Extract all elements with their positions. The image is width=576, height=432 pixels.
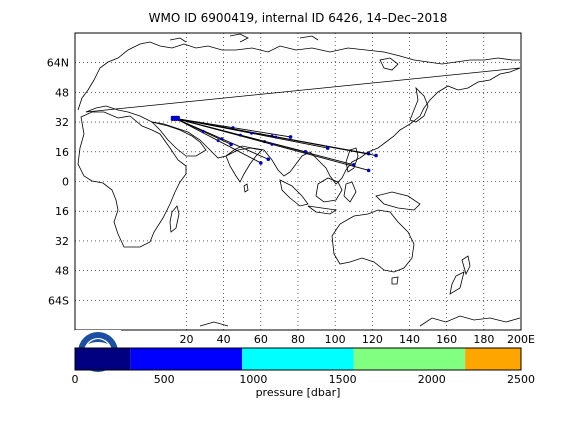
- lat-tick-label: 16: [55, 146, 69, 159]
- colorbar-tick-label: 500: [154, 373, 175, 386]
- trajectory-point: [374, 153, 378, 158]
- lat-tick-label: 64S: [48, 294, 69, 307]
- lon-tick-label: 60: [254, 333, 268, 346]
- trajectory-point: [325, 146, 330, 150]
- colorbar-segment: [465, 348, 521, 370]
- trajectory-midpoint: [270, 142, 274, 146]
- coastline-tasmania: [391, 276, 399, 285]
- trajectory-midpoint: [250, 131, 254, 135]
- lon-tick-label: 40: [217, 333, 231, 346]
- coastline-antarctica: [199, 315, 521, 327]
- colorbar-segment: [353, 348, 466, 370]
- colorbar-tick-label: 0: [72, 373, 79, 386]
- lon-tick-label: 100: [325, 333, 346, 346]
- lon-tick-label: 160: [436, 333, 457, 346]
- colorbar-tick-label: 1500: [329, 373, 357, 386]
- coastline-sumatra: [279, 179, 309, 207]
- coastline-newzealand: [449, 255, 471, 295]
- lat-tick-label: 16: [55, 205, 69, 218]
- trajectory-point: [266, 157, 271, 162]
- lat-tick-label: 48: [55, 265, 69, 278]
- map-grid: [75, 33, 522, 330]
- coastline-arctic-islands: [169, 33, 399, 71]
- coastline-arabia: [150, 121, 207, 157]
- colorbar-label: pressure [dbar]: [256, 386, 341, 399]
- lat-tick-label: 0: [62, 176, 69, 189]
- colorbar-segment: [242, 348, 354, 370]
- lat-tick-label: 48: [55, 86, 69, 99]
- colorbar-segment: [130, 348, 243, 370]
- noaa-logo-bird: [88, 339, 108, 344]
- coastline-philippines: [345, 147, 359, 173]
- trajectory-origin-point: [176, 117, 180, 121]
- float-trajectory: [170, 115, 378, 173]
- coastline-africa: [77, 111, 187, 248]
- lon-tick-label: 140: [399, 333, 420, 346]
- trajectory-midpoint: [201, 129, 205, 133]
- coastline-java: [307, 205, 338, 215]
- trajectory-point: [366, 168, 371, 173]
- colorbar-frame: [74, 347, 522, 371]
- colorbar-tick-label: 2500: [507, 373, 535, 386]
- lat-tick-label: 64N: [47, 57, 69, 70]
- pressure-colorbar: 0 500 1000 1500 2000 2500: [72, 347, 535, 386]
- colorbar-segment: [75, 348, 131, 370]
- lon-tick-label: 200E: [507, 333, 535, 346]
- coastline-japan: [409, 86, 429, 123]
- lon-tick-label: 20: [180, 333, 194, 346]
- coastline-madagascar: [169, 205, 180, 233]
- lon-tick-label: 120: [362, 333, 383, 346]
- coastline-borneo: [315, 177, 343, 203]
- coastline-srilanka: [243, 183, 249, 193]
- trajectory-point: [288, 135, 293, 139]
- trajectory-point: [259, 161, 263, 165]
- figure-title: WMO ID 6900419, internal ID 6426, 14–Dec…: [149, 11, 448, 25]
- coastline-sulawesi: [343, 181, 357, 203]
- lat-tick-label: 32: [55, 235, 69, 248]
- lon-tick-label: 80: [291, 333, 305, 346]
- coastline-australia: [331, 209, 415, 273]
- lat-tick-label: 32: [55, 116, 69, 129]
- trajectory-point: [229, 142, 233, 147]
- colorbar-tick-label: 1000: [239, 373, 267, 386]
- trajectory-midpoint: [216, 139, 220, 143]
- colorbar-tick-label: 2000: [418, 373, 446, 386]
- lon-tick-label: 180: [473, 333, 494, 346]
- coastline-india: [225, 147, 263, 183]
- coastline-newguinea: [375, 191, 421, 211]
